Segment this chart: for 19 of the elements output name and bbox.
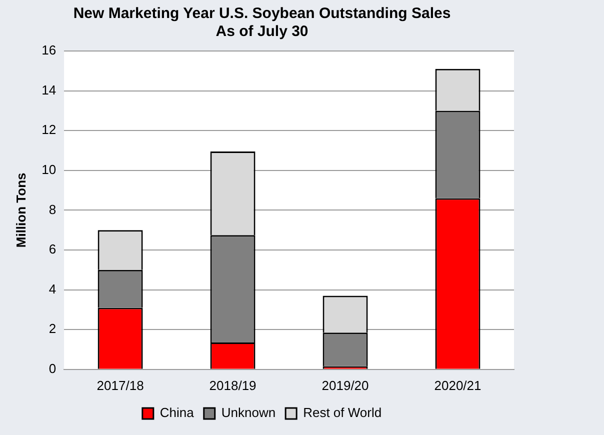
y-tick-label: 4 — [48, 281, 56, 296]
y-tick-label: 0 — [48, 360, 56, 376]
y-tick-label: 16 — [42, 42, 56, 58]
y-tick-label: 8 — [48, 202, 56, 217]
y-tick-label: 2 — [48, 321, 56, 336]
legend-label: Rest of World — [303, 405, 382, 420]
legend-label: China — [160, 405, 195, 420]
x-tick-label: 2019/20 — [322, 378, 369, 393]
y-tick-label: 10 — [42, 162, 56, 177]
x-tick-label: 2018/19 — [209, 378, 256, 393]
y-tick-label: 12 — [42, 122, 56, 138]
y-tick-label: 6 — [48, 242, 56, 257]
legend-label: Unknown — [221, 405, 276, 420]
chart-subtitle: As of July 30 — [216, 23, 308, 40]
x-tick-label: 2017/18 — [96, 378, 144, 393]
y-tick-label: 14 — [42, 82, 56, 98]
x-tick-label: 2020/21 — [434, 378, 482, 393]
chart-title: New Marketing Year U.S. Soybean Outstanding Sales — [73, 5, 451, 22]
y-axis-title: Million Tons — [13, 172, 28, 248]
